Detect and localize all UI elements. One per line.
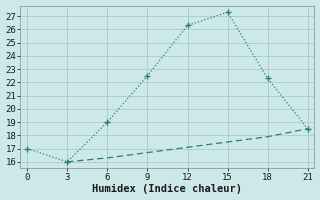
X-axis label: Humidex (Indice chaleur): Humidex (Indice chaleur): [92, 184, 243, 194]
